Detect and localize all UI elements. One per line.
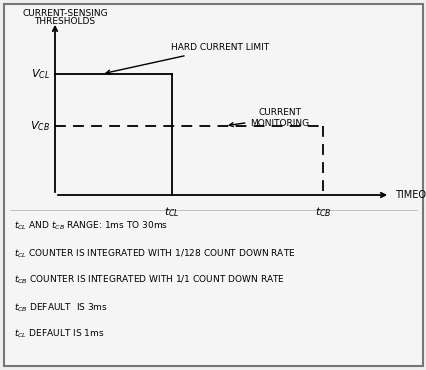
Text: $t_{CL}$: $t_{CL}$ bbox=[164, 205, 180, 219]
Text: HARD CURRENT LIMIT: HARD CURRENT LIMIT bbox=[106, 44, 268, 74]
Text: TIMEOUT: TIMEOUT bbox=[394, 190, 426, 200]
Text: $t_{CB}$ COUNTER IS INTEGRATED WITH 1/1 COUNT DOWN RATE: $t_{CB}$ COUNTER IS INTEGRATED WITH 1/1 … bbox=[14, 274, 285, 286]
Text: THRESHOLDS: THRESHOLDS bbox=[35, 17, 95, 26]
Text: $t_{CB}$ DEFAULT  IS 3ms: $t_{CB}$ DEFAULT IS 3ms bbox=[14, 301, 108, 313]
Text: $t_{CL}$ DEFAULT IS 1ms: $t_{CL}$ DEFAULT IS 1ms bbox=[14, 328, 104, 340]
Text: $V_{CB}$: $V_{CB}$ bbox=[30, 119, 50, 133]
Text: CURRENT
MONITORING: CURRENT MONITORING bbox=[229, 108, 309, 128]
Text: CURRENT-SENSING: CURRENT-SENSING bbox=[22, 9, 107, 18]
Text: $V_{CL}$: $V_{CL}$ bbox=[31, 67, 50, 81]
Text: $t_{CL}$ AND $t_{CB}$ RANGE: 1ms TO 30ms: $t_{CL}$ AND $t_{CB}$ RANGE: 1ms TO 30ms bbox=[14, 220, 168, 232]
Text: $t_{CB}$: $t_{CB}$ bbox=[314, 205, 331, 219]
Text: $t_{CL}$ COUNTER IS INTEGRATED WITH 1/128 COUNT DOWN RATE: $t_{CL}$ COUNTER IS INTEGRATED WITH 1/12… bbox=[14, 247, 295, 259]
